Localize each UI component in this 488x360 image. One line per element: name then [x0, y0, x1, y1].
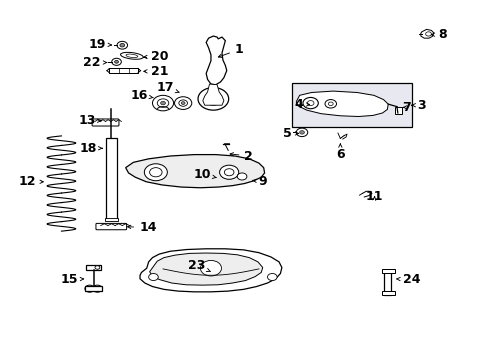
Polygon shape — [203, 84, 224, 105]
Bar — [85, 286, 102, 291]
Circle shape — [181, 102, 184, 104]
Circle shape — [112, 58, 121, 66]
Text: 17: 17 — [156, 81, 179, 94]
Text: 21: 21 — [143, 65, 168, 78]
Circle shape — [114, 60, 118, 63]
Circle shape — [179, 100, 187, 106]
Polygon shape — [140, 249, 281, 292]
Circle shape — [425, 32, 430, 36]
Circle shape — [198, 87, 228, 110]
Circle shape — [237, 173, 246, 180]
Text: 3: 3 — [410, 99, 425, 112]
Circle shape — [219, 165, 238, 179]
Circle shape — [95, 287, 99, 290]
Bar — [292, 83, 411, 127]
Bar — [381, 269, 394, 274]
Circle shape — [224, 169, 233, 176]
FancyBboxPatch shape — [92, 119, 119, 126]
Circle shape — [328, 102, 332, 105]
Circle shape — [325, 100, 336, 108]
Circle shape — [148, 274, 158, 280]
Text: 7: 7 — [401, 101, 410, 114]
Circle shape — [204, 93, 222, 105]
Text: 14: 14 — [127, 221, 156, 234]
Bar — [394, 107, 401, 114]
Text: 1: 1 — [218, 43, 243, 58]
Circle shape — [88, 287, 91, 290]
Circle shape — [85, 285, 94, 292]
Ellipse shape — [120, 52, 143, 59]
Text: 11: 11 — [365, 190, 383, 203]
Circle shape — [267, 274, 277, 280]
Polygon shape — [420, 30, 433, 38]
Text: 22: 22 — [83, 56, 106, 69]
Text: 9: 9 — [252, 175, 266, 188]
Circle shape — [149, 168, 162, 177]
Text: 16: 16 — [130, 89, 153, 102]
Text: 23: 23 — [187, 259, 210, 272]
Circle shape — [157, 99, 168, 107]
Circle shape — [117, 41, 127, 49]
Bar — [105, 218, 117, 221]
Text: 4: 4 — [294, 98, 309, 111]
Circle shape — [120, 44, 124, 47]
Text: 8: 8 — [430, 28, 447, 41]
Text: 12: 12 — [19, 175, 43, 188]
Bar — [381, 291, 394, 295]
Text: 19: 19 — [88, 38, 111, 51]
Circle shape — [174, 97, 191, 109]
Polygon shape — [296, 91, 387, 117]
Ellipse shape — [126, 54, 138, 58]
Text: 15: 15 — [60, 273, 83, 286]
FancyBboxPatch shape — [96, 224, 126, 230]
Circle shape — [296, 128, 307, 136]
Text: 13: 13 — [79, 114, 102, 127]
Text: 2: 2 — [229, 149, 253, 162]
Circle shape — [209, 96, 217, 102]
Circle shape — [95, 266, 100, 269]
Circle shape — [152, 95, 173, 111]
Circle shape — [144, 164, 167, 181]
Circle shape — [303, 98, 318, 109]
Circle shape — [306, 100, 313, 105]
Polygon shape — [149, 253, 262, 285]
Bar — [384, 270, 390, 294]
Polygon shape — [125, 154, 264, 188]
Text: 10: 10 — [193, 168, 216, 181]
Bar — [109, 68, 138, 73]
Circle shape — [92, 285, 102, 292]
Text: 5: 5 — [282, 127, 298, 140]
Bar — [86, 265, 101, 270]
Text: 20: 20 — [143, 50, 168, 63]
Circle shape — [299, 131, 304, 134]
Circle shape — [200, 260, 221, 276]
Bar — [106, 138, 116, 219]
Text: 6: 6 — [335, 144, 344, 161]
Text: 24: 24 — [396, 273, 419, 286]
Circle shape — [160, 101, 165, 105]
Polygon shape — [206, 36, 226, 85]
Text: 18: 18 — [80, 142, 102, 155]
